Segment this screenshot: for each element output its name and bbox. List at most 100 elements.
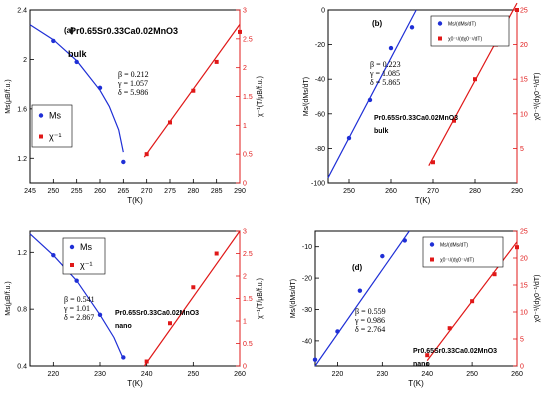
legend-box — [31, 104, 73, 148]
y-right-tick-label: 1 — [243, 319, 247, 326]
y-left-tick-label: -20 — [302, 276, 312, 283]
critical-exponent: β = 0.541 — [64, 295, 95, 304]
legend-marker-right — [430, 257, 434, 262]
y-left-tick-label: -20 — [315, 42, 325, 49]
y-right-tick-label: 0.5 — [243, 152, 253, 159]
data-point-right — [515, 245, 519, 250]
legend-marker-left — [429, 242, 435, 247]
panel-label: (d) — [352, 263, 363, 272]
x-tick-label: 270 — [427, 188, 439, 195]
x-tick-label: 290 — [234, 188, 246, 195]
legend-label: χ⁻¹ — [49, 132, 61, 142]
data-point-left — [51, 38, 56, 44]
data-point-right — [470, 299, 475, 304]
sample-type: nano — [413, 361, 430, 368]
data-point-left — [97, 312, 103, 318]
legend-label: χ⁻¹ — [80, 260, 92, 270]
x-tick-label: 250 — [187, 371, 199, 378]
x-tick-label: 260 — [385, 188, 397, 195]
x-tick-label: 250 — [47, 188, 59, 195]
critical-exponent: β = 0.559 — [355, 307, 386, 316]
legend-box — [430, 15, 510, 47]
x-tick-label: 285 — [211, 188, 223, 195]
y-left-axis-title: Ms(μB/f.u.) — [5, 281, 12, 315]
x-tick-label: 230 — [94, 371, 106, 378]
legend-marker-right — [39, 134, 43, 139]
legend-marker-right — [438, 36, 442, 41]
critical-exponent: δ = 5.865 — [370, 78, 400, 87]
panel-b: 250 260 270 280 290 -100 -80 -60 -40 -20 0 5 10 15 20 2… — [303, 2, 541, 205]
x-axis-title: T(K) — [127, 379, 143, 388]
y-right-tick-label: 1.5 — [243, 296, 253, 303]
x-tick-label: 255 — [71, 188, 83, 195]
critical-exponent: γ = 1.057 — [117, 79, 148, 88]
y-right-tick-label: 15 — [520, 283, 528, 290]
data-point-left — [335, 329, 340, 334]
x-tick-label: 265 — [117, 188, 129, 195]
data-point-right — [191, 88, 196, 93]
x-tick-label: 275 — [164, 188, 176, 195]
y-right-tick-label: 2.5 — [243, 36, 253, 43]
sample-type: bulk — [374, 128, 388, 135]
fit-line-left — [314, 230, 410, 367]
sample-type: nano — [115, 323, 132, 330]
critical-exponent: γ = 1.085 — [369, 69, 400, 78]
panel-a: 245 250 255 260 265 270 275 280 285 290 1.2 1.6 2 2.4… — [5, 8, 264, 206]
x-tick-label: 280 — [469, 188, 481, 195]
legend-marker-left — [69, 244, 75, 250]
legend-label: Ms/(dMs/dT) — [448, 21, 476, 27]
critical-exponent: γ = 0.986 — [354, 316, 385, 325]
y-right-tick-label: 5 — [520, 337, 524, 344]
y-right-tick-label: 3 — [243, 8, 247, 15]
y-left-axis-title: Ms/(dMs/dT) — [303, 77, 310, 116]
data-point-left — [121, 355, 126, 360]
data-point-left — [409, 25, 415, 30]
y-right-axis-title: χ⁻¹(T/μB/f.u.) — [257, 76, 264, 117]
y-left-tick-label: -40 — [302, 338, 312, 345]
legend-label: Ms — [80, 242, 92, 252]
y-right-tick-label: 0 — [243, 181, 247, 188]
x-tick-label: 240 — [141, 371, 153, 378]
y-right-tick-label: 20 — [520, 256, 528, 263]
panel-d: 220 230 240 250 260 -40 -30 -20 -10 0 5 10 15 20 25 T(K… — [290, 229, 541, 389]
y-left-tick-label: -40 — [315, 77, 325, 84]
y-right-tick-label: 25 — [520, 8, 528, 15]
fit-line-right — [143, 230, 241, 367]
data-point-right — [144, 359, 149, 364]
x-tick-label: 280 — [187, 188, 199, 195]
data-point-left — [388, 45, 394, 51]
legend-label: Ms/(dMs/dT) — [440, 242, 468, 248]
y-left-tick-label: -100 — [311, 181, 325, 188]
compound-formula: Pr0.65Sr0.33Ca0.02MnO3 — [70, 26, 178, 36]
y-right-tick-label: 25 — [520, 229, 528, 236]
x-tick-label: 230 — [376, 371, 388, 378]
x-tick-label: 245 — [24, 188, 36, 195]
fit-line-left — [29, 233, 124, 360]
panel-label: (a) — [64, 26, 74, 35]
y-left-axis-title: Ms(μB/f.u.) — [5, 79, 12, 113]
y-right-tick-label: 20 — [520, 42, 528, 49]
data-point-right — [515, 8, 519, 12]
y-left-tick-label: -10 — [302, 244, 312, 251]
data-point-left — [312, 357, 318, 362]
y-left-tick-label: 1.2 — [17, 156, 27, 163]
data-point-left — [357, 288, 363, 293]
y-right-tick-label: 2 — [243, 274, 247, 281]
y-left-tick-label: -80 — [315, 146, 325, 153]
legend-box — [422, 236, 504, 268]
compound-formula: Pr0.65Sr0.33Ca0.02MnO3 — [413, 348, 497, 355]
y-left-tick-label: 1.2 — [17, 250, 27, 257]
y-right-tick-label: 3 — [243, 229, 247, 236]
y-left-tick-label: 2 — [23, 57, 27, 64]
y-right-tick-label: 2.5 — [243, 251, 253, 258]
y-left-tick-label: 1.6 — [17, 106, 27, 113]
y-right-axis-title: χ0⁻¹/(dχ0⁻¹/dT) — [534, 73, 541, 121]
y-left-tick-label: 0.4 — [17, 364, 27, 371]
legend-marker-right — [70, 263, 74, 267]
x-tick-label: 290 — [511, 188, 523, 195]
data-point-left — [380, 253, 385, 259]
x-tick-label: 270 — [141, 188, 153, 195]
y-left-tick-label: -60 — [315, 111, 325, 118]
data-point-right — [492, 272, 497, 277]
data-point-left — [367, 97, 373, 103]
